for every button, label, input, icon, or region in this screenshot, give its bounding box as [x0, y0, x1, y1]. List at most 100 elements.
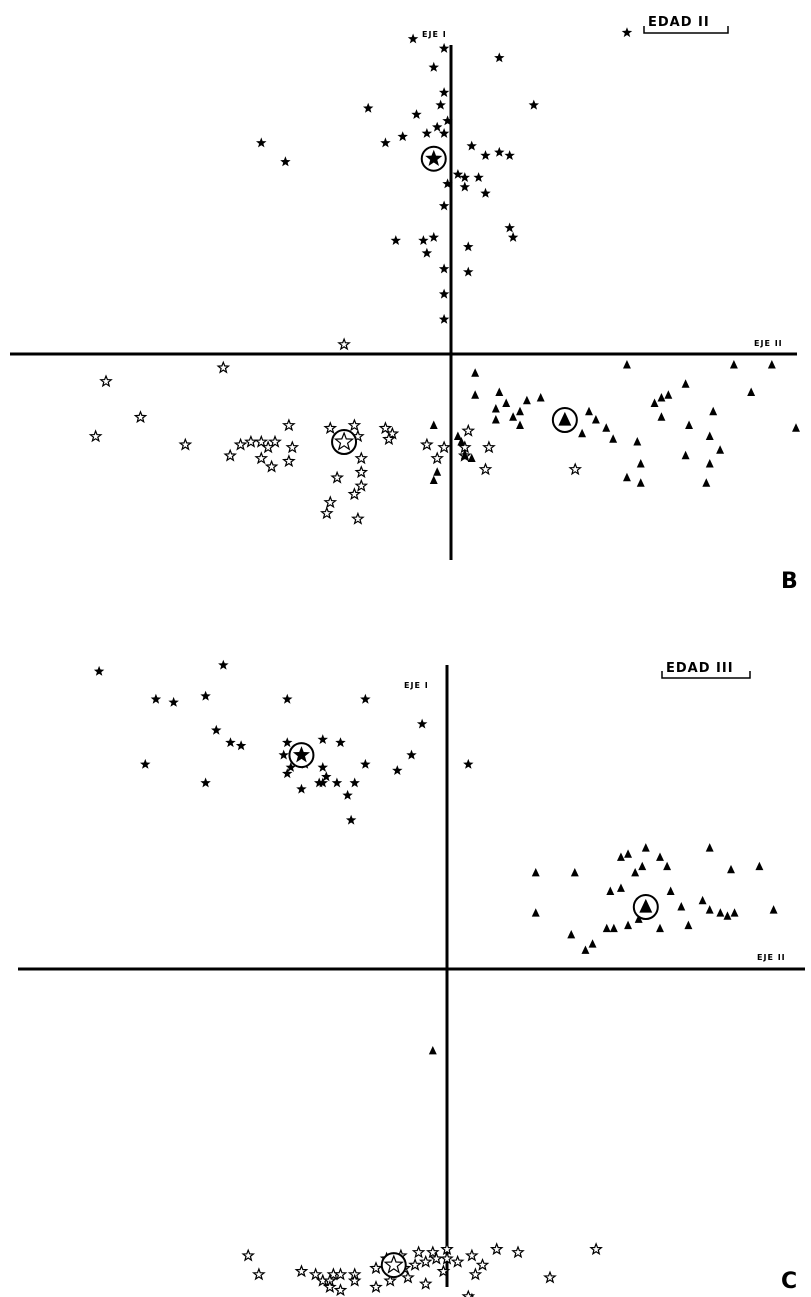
triangle-point: [616, 883, 625, 892]
filled-star-point: [438, 263, 450, 274]
centroid-marker: [425, 149, 443, 166]
open-star-point: [285, 440, 300, 454]
triangle-point: [716, 445, 725, 454]
triangle-point: [581, 945, 590, 954]
triangle-point: [666, 886, 675, 895]
open-star-point: [354, 451, 369, 465]
triangle-point: [705, 843, 714, 852]
filled-star-point: [494, 52, 505, 63]
centroid-marker: [292, 746, 310, 763]
open-star-point: [337, 337, 351, 351]
filled-star-point: [459, 181, 470, 192]
filled-star-point: [211, 724, 222, 735]
open-star-point: [440, 1251, 454, 1265]
open-star-point: [323, 495, 338, 509]
triangle-point: [702, 478, 711, 487]
filled-star-point: [421, 247, 433, 258]
triangle-point: [636, 478, 645, 487]
filled-star-point: [296, 783, 307, 794]
open-star-point: [244, 434, 258, 448]
filled-star-point: [438, 87, 450, 97]
triangle-point: [567, 929, 576, 939]
triangle-point: [616, 852, 625, 861]
open-star-point: [482, 440, 496, 454]
filled-star-point: [200, 777, 211, 788]
open-star-point: [330, 470, 345, 484]
filled-star-point: [342, 789, 353, 800]
filled-star-point: [428, 61, 439, 72]
triangle-point: [531, 867, 540, 877]
filled-star-point: [480, 150, 491, 160]
filled-star-point: [438, 42, 450, 53]
filled-star-point: [406, 749, 417, 760]
open-star-point: [323, 421, 338, 435]
triangle-point: [433, 467, 442, 476]
filled-star-point: [418, 235, 429, 245]
triangle-point: [638, 861, 647, 871]
triangle-point: [522, 395, 531, 405]
triangle-point: [516, 420, 524, 429]
centroid-marker: [383, 1254, 404, 1274]
panel-label: C: [781, 1269, 797, 1294]
filled-star-point: [314, 777, 325, 788]
filled-star-point: [317, 762, 328, 772]
triangle-point: [429, 475, 438, 484]
filled-star-point: [349, 777, 360, 788]
filled-star-point: [392, 765, 403, 775]
open-star-point: [461, 423, 476, 437]
filled-star-point: [256, 137, 267, 148]
triangle-point: [685, 420, 694, 429]
open-star-point: [354, 465, 369, 479]
filled-star-point: [435, 99, 446, 110]
triangle-point: [767, 360, 776, 369]
filled-star-point: [442, 115, 453, 126]
triangle-point: [633, 437, 642, 446]
filled-star-point: [621, 27, 633, 38]
filled-star-point: [507, 231, 519, 242]
centroids: [331, 145, 578, 455]
triangle-point: [769, 905, 778, 914]
open-star-point: [216, 360, 231, 374]
triangle-point: [705, 459, 714, 468]
triangle-point: [516, 406, 524, 416]
triangle-point: [578, 428, 587, 438]
triangle-point: [656, 923, 664, 933]
triangle-point: [457, 437, 466, 446]
filled-star-point: [416, 718, 428, 729]
triangle-point: [727, 864, 735, 874]
open-star-point: [511, 1245, 525, 1259]
open-star-point: [369, 1261, 383, 1275]
triangle-point: [716, 908, 725, 917]
filled-star-point: [331, 777, 343, 788]
triangle-point: [624, 920, 633, 930]
open-star-point: [464, 1248, 479, 1262]
open-star-point: [88, 429, 103, 443]
filled-star-point: [150, 693, 162, 704]
open-star-point: [369, 1280, 383, 1293]
open-star-point: [350, 511, 365, 525]
filled-star-point: [321, 771, 332, 782]
filled-star-point: [452, 169, 464, 179]
triangle-point: [591, 415, 600, 424]
triangle-point: [650, 398, 659, 407]
open-star-point: [489, 1242, 504, 1256]
filled-star-point: [285, 762, 296, 772]
filled-star-point: [438, 128, 450, 138]
filled-star-point: [411, 109, 422, 119]
open-star-point: [385, 426, 400, 440]
triangle-point: [536, 393, 545, 402]
filled-star-point: [168, 696, 179, 707]
triangle-point: [509, 412, 518, 421]
open-star-point: [418, 1254, 433, 1268]
panel-edad-ii: EJE I EJE II EDAD II B: [10, 15, 800, 594]
filled-star-point: [363, 102, 374, 113]
open-star-point: [319, 506, 334, 520]
filled-star-point: [345, 814, 357, 825]
open-star-point: [233, 437, 248, 451]
open-star-point: [241, 1248, 256, 1262]
triangle-point: [657, 412, 666, 421]
triangle-point: [622, 360, 631, 369]
open-star-point: [347, 1273, 362, 1287]
triangle-point: [755, 861, 764, 871]
open-star-point: [382, 432, 396, 446]
